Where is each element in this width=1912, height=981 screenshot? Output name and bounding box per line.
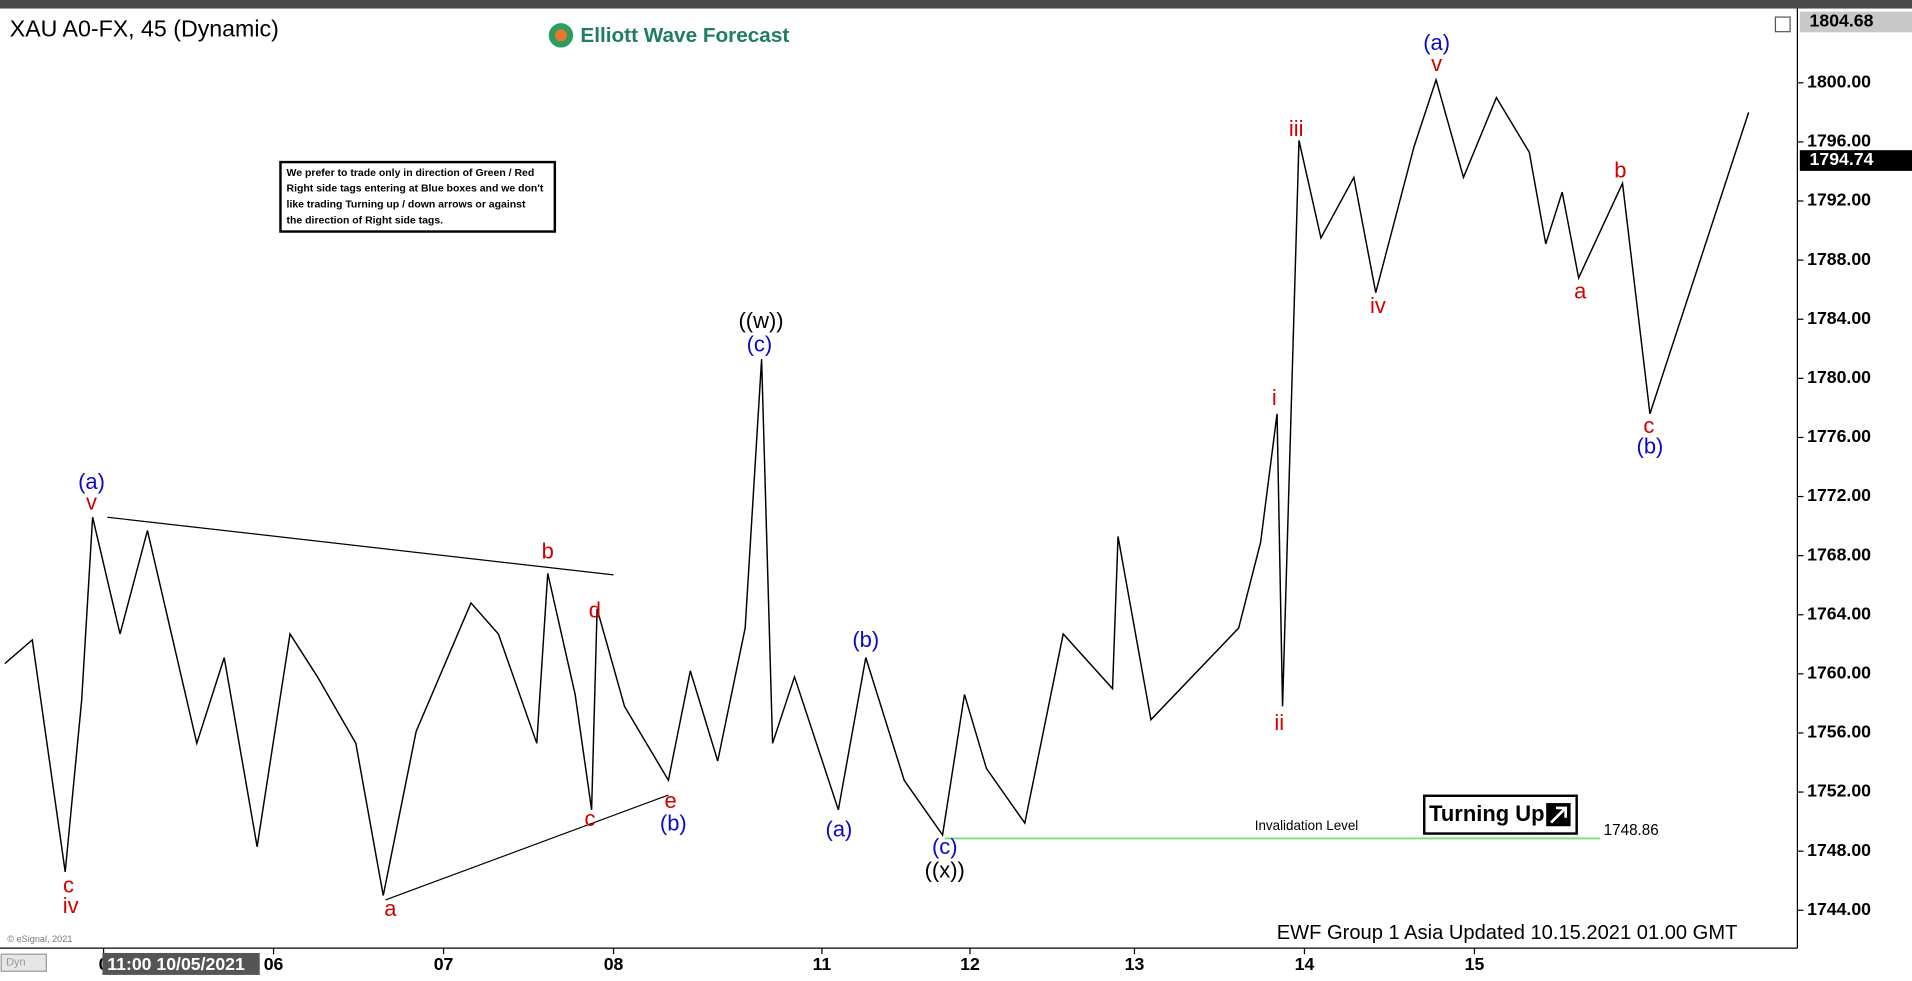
wave-label: a (1574, 278, 1587, 303)
chart-content: 1744.00 1748.00 1752.00 1756.00 1760.00 1764.… (4, 30, 1871, 974)
wave-label: ((w)) (739, 308, 784, 333)
x-tick-label: 07 (434, 954, 454, 974)
wave-label: v (86, 490, 97, 515)
wave-label: (b) (1637, 434, 1664, 459)
logo-icon-inner (554, 29, 568, 42)
footer: EWF Group 1 Asia Updated 10.15.2021 01.0… (1277, 922, 1738, 944)
chart-title: XAU A0-FX, 45 (Dynamic) (10, 16, 279, 42)
y-tick-label: 1780.00 (1807, 367, 1871, 387)
y-tick-label: 1756.00 (1807, 722, 1871, 742)
wave-label: iv (63, 893, 79, 918)
note-line: the direction of Right side tags. (287, 215, 444, 226)
wave-label: (b) (660, 810, 687, 835)
y-tick-label: 1772.00 (1807, 485, 1871, 505)
wave-label: i (1272, 385, 1277, 410)
brand: Elliott Wave Forecast (580, 24, 789, 47)
price-line (4, 77, 1530, 896)
corner-label: Dyn (6, 957, 26, 969)
wave-label: iv (1370, 293, 1386, 318)
note-line: We prefer to trade only in direction of … (287, 168, 535, 179)
wave-label: b (1614, 157, 1626, 182)
wave-label: (c) (932, 834, 958, 859)
invalidation-label: Invalidation Level (1255, 818, 1359, 833)
wave-label: c (63, 872, 74, 897)
x-tick-label: 12 (960, 954, 980, 974)
y-tick-label: 1776.00 (1807, 426, 1871, 446)
x-tick-label: 06 (264, 954, 284, 974)
y-tick-label: 1752.00 (1807, 781, 1871, 801)
wave-label: a (384, 896, 397, 921)
y-tick-label: 1788.00 (1807, 249, 1871, 269)
y-tick-label: 1768.00 (1807, 544, 1871, 564)
y-tick-label: 1748.00 (1807, 840, 1871, 860)
note-box (279, 160, 557, 233)
corner-box (0, 953, 47, 972)
y-tick-label: 1744.00 (1807, 899, 1871, 919)
wave-label: (a) (1423, 30, 1450, 55)
y-tick-label: 1796.00 (1807, 131, 1871, 151)
wave-label: (a) (826, 816, 853, 841)
trendline (107, 516, 614, 576)
window-icon[interactable] (1774, 16, 1791, 33)
y-tick-label: 1784.00 (1807, 308, 1871, 328)
wave-label: (a) (78, 469, 105, 494)
wave-label: c (1643, 413, 1654, 438)
y-tick-label: 1800.00 (1807, 71, 1871, 91)
wave-label: v (1431, 51, 1442, 76)
price-tag-label: 1794.74 (1810, 149, 1874, 169)
price-tag (1799, 11, 1912, 33)
copyright: © eSignal, 2021 (7, 934, 72, 944)
top-bar (0, 0, 1912, 9)
y-tick-label: 1792.00 (1807, 190, 1871, 210)
price-tag (1799, 150, 1912, 171)
turning-up-label: Turning Up (1429, 801, 1544, 826)
note-line: Right side tags entering at Blue boxes a… (287, 184, 544, 195)
x-tick-label: 11 (813, 954, 832, 974)
projection-line (1528, 112, 1750, 415)
wave-label: c (584, 806, 595, 831)
wave-label: d (589, 598, 601, 623)
wave-label: b (542, 538, 554, 563)
turning-up-arrow (1546, 803, 1571, 827)
arrow (1550, 806, 1568, 824)
cursor-box (102, 952, 260, 975)
wave-label: ((x)) (925, 858, 965, 883)
y-tick-label: 1764.00 (1807, 603, 1871, 623)
wave-label: e (664, 788, 676, 813)
price-tag-label: 1804.68 (1810, 11, 1874, 31)
invalidation-value: 1748.86 (1604, 822, 1659, 839)
x-tick-label: 14 (1295, 954, 1315, 974)
x-tick-label: 15 (1465, 954, 1485, 974)
brand-logo: Elliott Wave Forecast (548, 23, 789, 48)
cursor-label: 11:00 10/05/2021 (107, 954, 245, 974)
wave-label: ii (1274, 710, 1284, 735)
trendline (385, 794, 669, 901)
wave-label: iii (1289, 116, 1304, 141)
x-tick-label: 08 (604, 954, 624, 974)
wave-label: (b) (852, 627, 879, 652)
x-tick-label: 13 (1125, 954, 1145, 974)
note-line: like trading Turning up / down arrows or… (287, 199, 526, 210)
y-tick-label: 1760.00 (1807, 663, 1871, 683)
wave-label: (c) (747, 332, 773, 357)
